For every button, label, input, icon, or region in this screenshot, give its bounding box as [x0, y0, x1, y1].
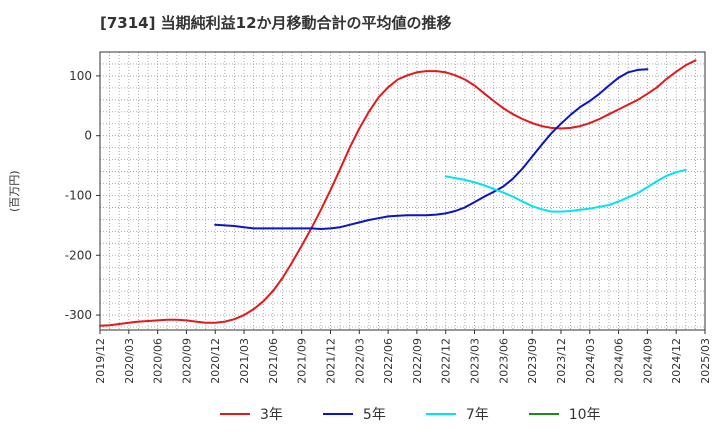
legend-item-1: 3年: [220, 404, 283, 424]
y-tick-label: -300: [65, 308, 92, 322]
chart-title: [7314] 当期純利益12か月移動合計の平均値の推移: [100, 14, 452, 32]
x-tick-label: 2022/09: [411, 338, 424, 384]
x-tick-label: 2020/03: [123, 338, 136, 384]
legend-item-2: 5年: [322, 404, 386, 424]
x-tick-label: 2020/06: [152, 338, 165, 384]
x-tick-label: 2020/12: [209, 338, 222, 384]
series-line-2: [214, 68, 649, 230]
series-line-1: [99, 59, 697, 327]
legend-swatch: [528, 413, 559, 415]
legend-label: 7年: [465, 407, 489, 423]
x-tick-label: 2024/09: [641, 338, 654, 384]
x-tick-label: 2024/03: [584, 338, 597, 384]
y-tick-label: -200: [65, 248, 92, 262]
series-line-3: [444, 168, 687, 213]
plot-area: [100, 52, 705, 330]
x-tick-label: 2021/06: [267, 338, 280, 384]
chart-legend: 3年 5年 7年 10年: [220, 402, 641, 426]
x-tick-label: 2022/06: [382, 338, 395, 384]
x-tick-label: 2020/09: [180, 338, 193, 384]
x-tick-label: 2021/09: [296, 338, 309, 384]
y-tick-label: 0: [84, 129, 92, 143]
x-tick-label: 2023/06: [497, 338, 510, 384]
legend-item-4: 10年: [528, 404, 601, 424]
legend-swatch: [322, 413, 353, 415]
legend-label: 10年: [568, 407, 601, 423]
legend-label: 5年: [362, 407, 386, 423]
x-tick-label: 2021/12: [324, 338, 337, 384]
x-tick-label: 2024/12: [670, 338, 683, 384]
x-tick-label: 2023/03: [469, 338, 482, 384]
legend-label: 3年: [260, 407, 283, 423]
x-tick-label: 2024/06: [613, 338, 626, 384]
legend-swatch: [220, 413, 250, 415]
x-tick-label: 2025/03: [699, 338, 712, 384]
legend-item-3: 7年: [425, 404, 489, 424]
x-tick-label: 2021/03: [238, 338, 251, 384]
x-tick-label: 2022/03: [353, 338, 366, 384]
x-tick-label: 2023/12: [555, 338, 568, 384]
plot-border: [99, 51, 706, 331]
legend-swatch: [425, 413, 456, 415]
x-tick-label: 2023/09: [526, 338, 539, 384]
x-tick-label: 2019/12: [94, 338, 107, 384]
y-tick-label: 100: [69, 69, 92, 83]
x-tick-label: 2022/12: [440, 338, 453, 384]
line-chart: 100 0 -100 -200 -300 2019/12 2020/03 2020/06 202…: [65, 51, 712, 384]
y-tick-label: -100: [65, 188, 92, 202]
